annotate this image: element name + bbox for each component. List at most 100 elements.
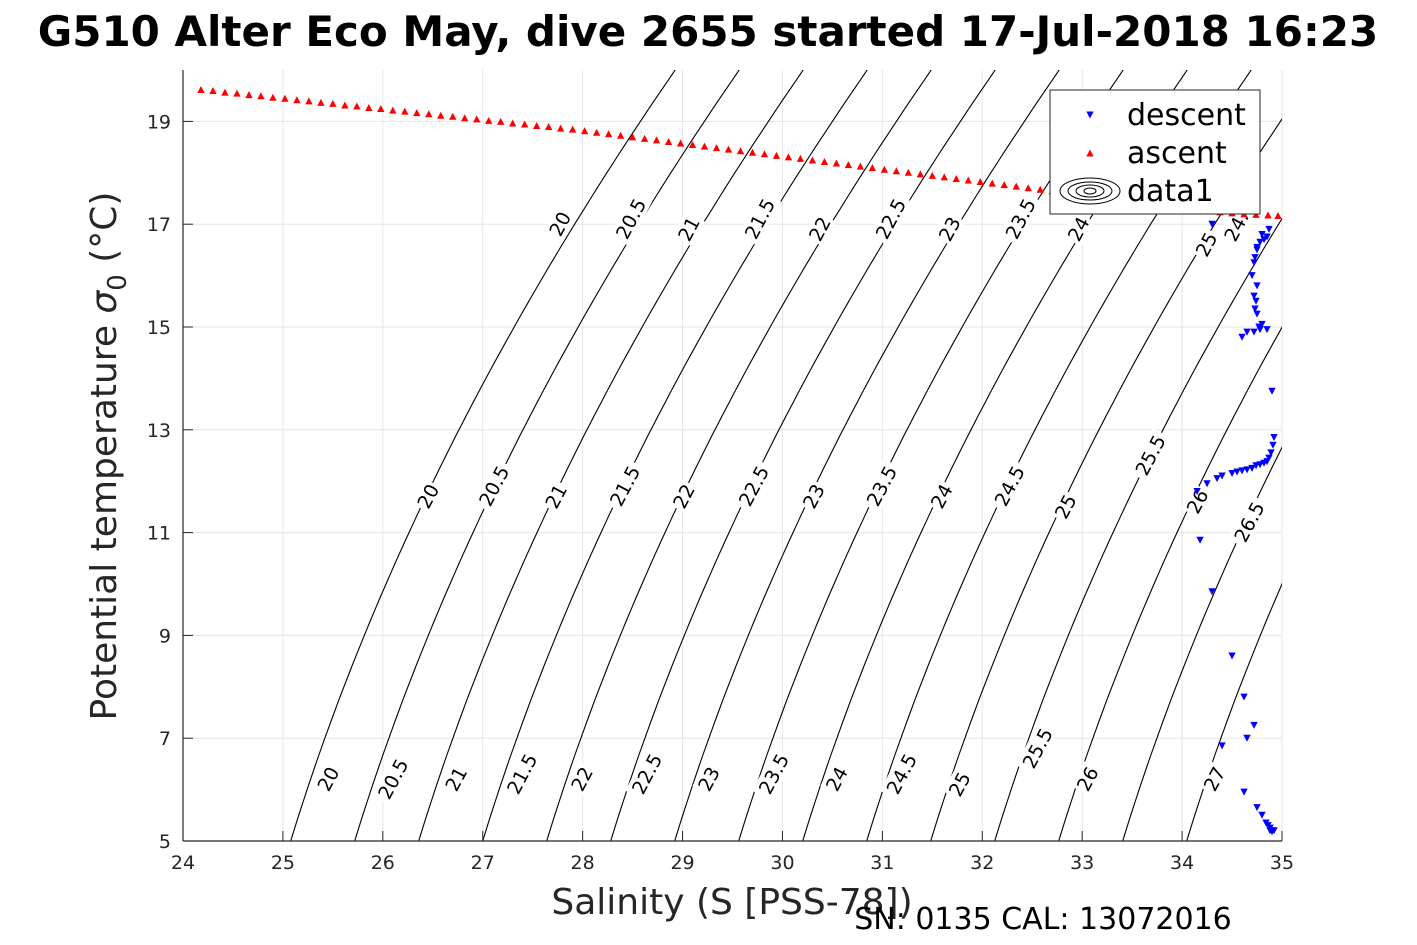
contour-label-bg — [1128, 427, 1172, 483]
ascent-point — [784, 153, 793, 161]
ascent-point — [329, 99, 337, 107]
contour-label-bg — [1197, 761, 1231, 797]
descent-point — [1208, 588, 1216, 596]
contour-label: 24 — [925, 478, 958, 514]
ascent-point — [377, 105, 385, 113]
ascent-point — [832, 159, 841, 167]
descent-point — [1268, 387, 1276, 395]
ascent-point — [1264, 211, 1272, 219]
descent-point — [1218, 472, 1226, 480]
ascent-point — [772, 151, 781, 159]
x-tick-label: 32 — [970, 852, 994, 874]
descent-series — [1193, 220, 1278, 836]
contour-label: 23.5 — [998, 191, 1042, 246]
ascent-point — [401, 107, 409, 115]
ascent-point — [664, 137, 673, 145]
x-tick-label: 26 — [371, 852, 395, 874]
contour-label-bg — [667, 478, 700, 514]
contour-label: 22.5 — [732, 458, 776, 514]
descent-point — [1256, 326, 1264, 334]
ascent-point — [269, 93, 277, 101]
tick-labels: 24 25 26 27 28 29 30 31 32 33 34 35 5 7 9 11 13 15 17 19 — [147, 111, 1294, 874]
ascent-point — [676, 139, 685, 147]
descent-point — [1193, 487, 1201, 495]
ascent-point — [640, 134, 649, 142]
descent-point — [1240, 788, 1248, 796]
contour-label-bg — [565, 761, 599, 797]
contour-label: 21 — [672, 211, 705, 247]
ascent-point — [509, 119, 517, 127]
contour-label-bg — [987, 458, 1031, 514]
contour-line — [1058, 326, 1282, 841]
contour-label-text: 25 — [1192, 229, 1223, 261]
legend-contour-icon — [1067, 181, 1113, 201]
y-tick-label: 5 — [159, 831, 171, 853]
y-tick-label: 11 — [147, 523, 171, 545]
contour-label: 20.5 — [371, 751, 415, 807]
contour-label-bg — [998, 191, 1042, 246]
x-tick-label: 27 — [471, 852, 495, 874]
contour-label: 21 — [439, 761, 473, 797]
contour-label-bg — [1062, 211, 1095, 247]
contour-label-text: 22 — [669, 481, 700, 513]
contour-label: 23.5 — [860, 458, 903, 514]
legend-label: data1 — [1127, 174, 1214, 209]
contour-label: 25 — [1049, 488, 1082, 524]
descent-point — [1196, 536, 1204, 544]
ascent-point — [281, 94, 289, 102]
descent-point — [1253, 282, 1261, 290]
y-axis-title: Potential temperature σ0 (°C) — [84, 192, 133, 721]
ascent-point — [473, 115, 481, 123]
ascent-point — [257, 92, 265, 100]
ascent-point — [1274, 211, 1282, 219]
contour-label: 20 — [311, 761, 345, 797]
legend-box — [1049, 89, 1261, 215]
contour-label: 24.5 — [987, 458, 1031, 514]
descent-point — [1243, 328, 1251, 336]
y-tick-label: 17 — [147, 214, 171, 236]
ascent-point — [209, 87, 217, 95]
ascent-point — [389, 106, 397, 114]
contour-label-bg — [411, 478, 445, 514]
x-tick-label: 31 — [870, 852, 894, 874]
descent-point — [1248, 272, 1256, 280]
ascent-point — [592, 128, 601, 136]
descent-point — [1266, 827, 1274, 835]
contour-label: 20.5 — [472, 458, 516, 514]
ascent-point — [976, 178, 984, 186]
ascent-point — [544, 123, 553, 131]
contour-line — [290, 70, 676, 841]
contour-label-text: 20 — [545, 208, 576, 240]
contour-labels: 20 20.5 21 21.5 22 22.5 23 23.5 24 24.5 25 25.5 26 27… — [311, 191, 1271, 807]
ascent-point — [353, 102, 361, 110]
contour-label-bg — [1227, 494, 1271, 550]
ascent-point — [628, 133, 637, 141]
descent-point — [1265, 454, 1273, 462]
descent-point — [1258, 320, 1266, 328]
ascent-point — [856, 162, 865, 170]
ascent-point — [437, 111, 445, 119]
ascent-point — [245, 91, 253, 99]
y-tick-label: 9 — [159, 625, 171, 647]
legend-item-descent: descent — [1086, 98, 1246, 133]
descent-point — [1250, 259, 1258, 267]
descent-point — [1251, 254, 1259, 262]
ascent-point — [221, 88, 229, 96]
contour-label-bg — [869, 191, 912, 246]
descent-point — [1228, 652, 1236, 660]
descent-point — [1218, 742, 1226, 750]
ascent-point — [497, 117, 505, 125]
ascent-point — [305, 97, 313, 105]
ascent-point — [808, 156, 817, 164]
contour-label-bg — [820, 761, 853, 797]
contour-label: 20 — [411, 478, 445, 514]
contour-label-bg — [797, 478, 830, 514]
ascent-point — [556, 124, 565, 132]
x-axis-title: Salinity (S [PSS-78]) — [551, 882, 912, 923]
descent-point — [1270, 434, 1278, 442]
contour-line — [1186, 582, 1282, 841]
y-tick-label: 15 — [147, 317, 171, 339]
contour-label: 21.5 — [500, 746, 544, 801]
contour-label-bg — [692, 761, 725, 797]
